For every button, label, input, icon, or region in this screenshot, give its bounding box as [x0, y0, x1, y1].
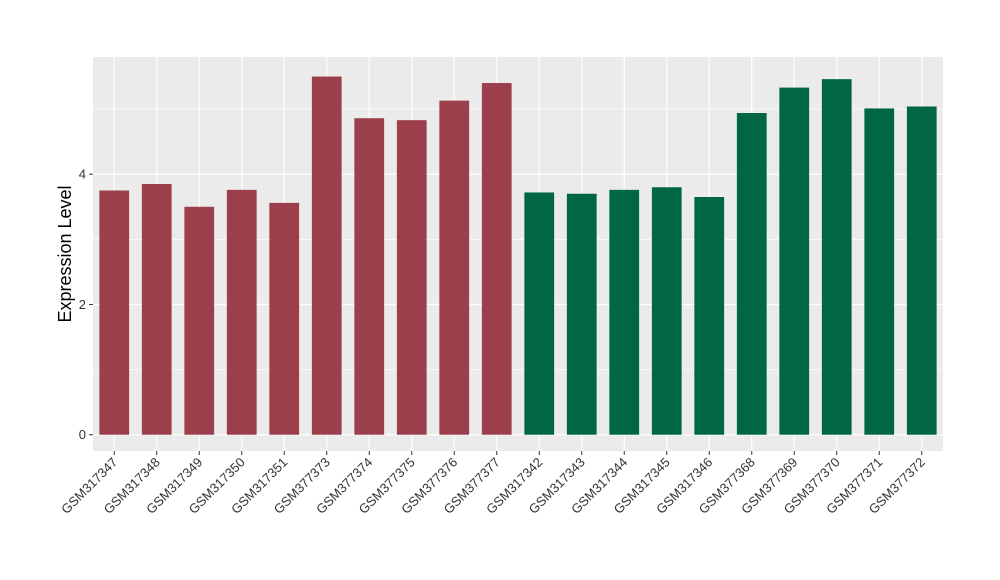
bar-GSM317344 [609, 189, 640, 435]
bar-GSM317345 [651, 187, 682, 435]
y-tick-label: 2 [79, 297, 86, 312]
bar-GSM317348 [141, 183, 172, 435]
y-tick-label: 0 [79, 427, 86, 442]
bar-GSM317343 [566, 193, 597, 435]
bar-GSM317351 [269, 202, 300, 435]
x-axis: GSM317347GSM317348GSM317349GSM317350GSM3… [58, 451, 928, 517]
bar-GSM377372 [906, 106, 937, 435]
bar-GSM377371 [864, 108, 895, 435]
bar-GSM377370 [821, 79, 852, 435]
y-axis: 0 2 4 [79, 167, 93, 442]
bar-GSM317346 [694, 197, 725, 435]
bar-GSM317347 [99, 190, 130, 435]
bar-GSM317342 [524, 192, 555, 435]
bar-GSM377374 [354, 118, 385, 435]
bar-GSM377376 [439, 100, 470, 435]
y-axis-title: Expression Level [55, 185, 75, 322]
bar-GSM317350 [226, 189, 257, 435]
y-tick-label: 4 [79, 167, 86, 182]
bar-GSM317349 [184, 206, 215, 435]
bar-GSM377368 [736, 113, 767, 435]
bar-GSM377373 [311, 76, 342, 435]
plot-panel-background [93, 57, 943, 451]
bar-GSM377377 [481, 83, 512, 435]
bars [99, 76, 937, 435]
bar-GSM377369 [779, 87, 810, 435]
bar-GSM377375 [396, 120, 427, 435]
